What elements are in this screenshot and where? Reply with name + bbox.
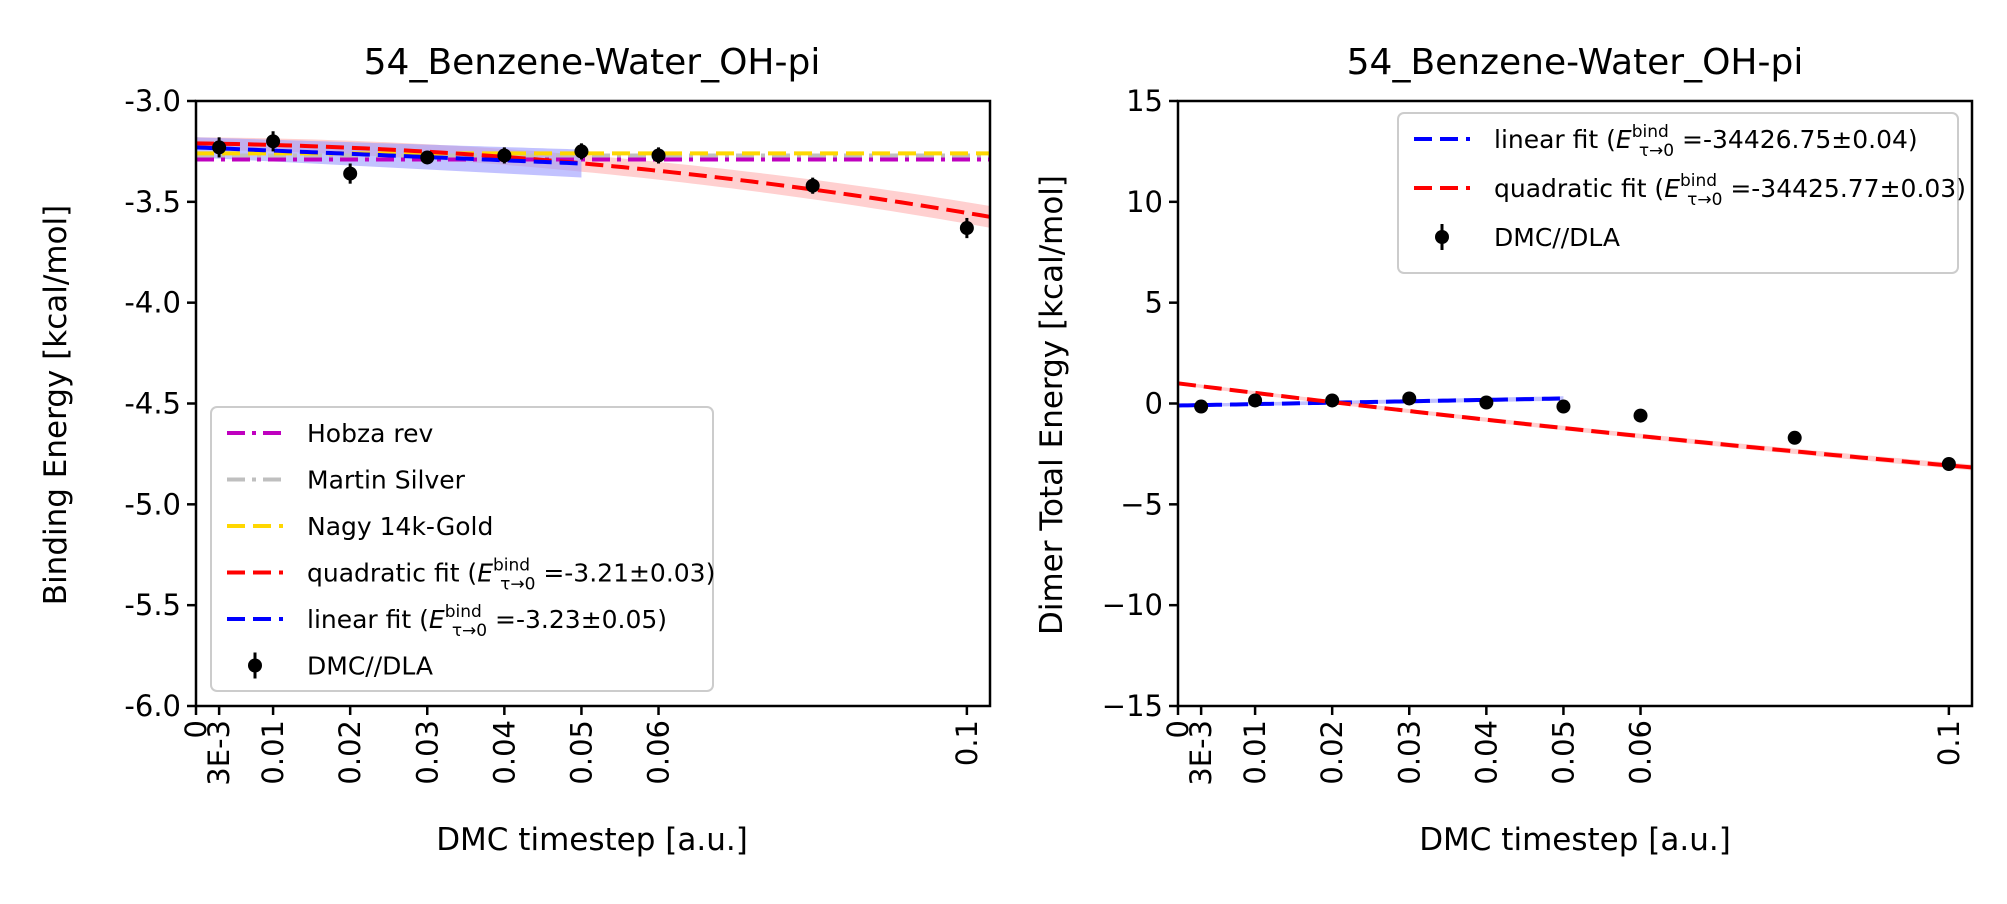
right-y-tick-label: 5	[1145, 286, 1163, 320]
left-legend-dmc-dla-label: DMC//DLA	[307, 652, 433, 681]
right-legend-linear-fit-label: linear fit (Ebind τ→0 =-34426.75±0.04)	[1494, 122, 1918, 161]
right-x-tick-label: 0.02	[1315, 720, 1349, 785]
left-x-tick-label: 0.1	[950, 720, 984, 766]
left-data-point	[420, 150, 435, 165]
right-y-tick-label: −5	[1120, 487, 1163, 521]
left-legend-quadratic-fit-label: quadratic fit (Ebind τ→0 =-3.21±0.03)	[307, 556, 715, 595]
right-linear-fit-line	[1178, 396, 1564, 408]
left-y-tick-label: -4.5	[124, 387, 181, 421]
left-data-point	[959, 221, 974, 236]
left-legend-linear-fit-label: linear fit (Ebind τ→0 =-3.23±0.05)	[307, 602, 667, 641]
right-data-point	[1325, 393, 1340, 408]
right-y-tick-label: 0	[1145, 387, 1163, 421]
right-data-point	[1941, 457, 1956, 471]
left-x-tick-label: 0.01	[256, 720, 290, 785]
right-x-tick-label: 3E-3	[1184, 720, 1218, 786]
left-x-tick-label: 0.05	[564, 720, 598, 785]
left-chart-title: 54_Benzene-Water_OH-pi	[364, 42, 821, 83]
right-y-tick-label: −15	[1102, 689, 1163, 723]
left-legend-martin-silver-label: Martin Silver	[307, 466, 466, 495]
right-x-tick-label: 0.01	[1238, 720, 1272, 785]
right-y-axis-label: Dimer Total Energy [kcal/mol]	[1034, 175, 1070, 635]
left-legend-nagy-14k-gold-label: Nagy 14k-Gold	[307, 512, 493, 541]
left-legend: Hobza rev Martin Silver Nagy 14k-Gold quadr…	[210, 406, 715, 692]
right-plot-area	[1178, 381, 1972, 471]
right-x-tick-label: 0.04	[1469, 720, 1503, 785]
left-panel: 54_Benzene-Water_OH-pi DMC timestep [a.u…	[38, 42, 992, 858]
right-legend-dmc-dla-label: DMC//DLA	[1494, 223, 1620, 252]
left-quadratic-fit-line	[196, 141, 990, 219]
right-panel: 54_Benzene-Water_OH-pi DMC timestep [a.u…	[1034, 42, 1974, 858]
left-x-tick-label: 3E-3	[202, 720, 236, 786]
left-legend-hobza-rev-label: Hobza rev	[307, 419, 433, 448]
right-x-tick-label: 0	[1161, 720, 1195, 738]
left-legend-dmc-dla-swatch-marker	[248, 658, 262, 673]
left-y-tick-label: -3.5	[124, 185, 181, 219]
left-data-point	[497, 148, 512, 163]
right-x-axis-label: DMC timestep [a.u.]	[1419, 822, 1731, 858]
left-data-point	[651, 148, 666, 163]
right-y-tick-label: 10	[1126, 185, 1163, 219]
right-data-point	[1556, 399, 1571, 414]
right-x-tick-label: 0.1	[1932, 720, 1966, 766]
left-x-tick-label: 0.04	[487, 720, 521, 785]
right-legend-dmc-dla-swatch-marker	[1435, 230, 1449, 244]
left-y-tick-label: -6.0	[124, 689, 181, 723]
right-legend-box	[1397, 112, 1959, 274]
left-y-tick-label: -5.0	[124, 487, 181, 521]
right-quadratic-fit-line	[1178, 381, 1972, 470]
left-data-point	[212, 140, 227, 155]
right-y-tick-label: −10	[1102, 588, 1163, 622]
left-plot-area	[196, 131, 990, 239]
right-data-point	[1479, 395, 1494, 410]
left-linear-fit-line	[196, 145, 582, 166]
right-x-tick-label: 0.06	[1624, 720, 1658, 785]
right-x-tick-label: 0.03	[1392, 720, 1426, 785]
right-data-point	[1787, 430, 1802, 445]
left-y-tick-label: -4.0	[124, 286, 181, 320]
right-legend-quadratic-fit-label: quadratic fit (Ebind τ→0 =-34425.77±0.03)	[1494, 171, 1966, 210]
right-chart-title: 54_Benzene-Water_OH-pi	[1347, 42, 1804, 83]
right-x-tick-label: 0.05	[1546, 720, 1580, 785]
left-data-point	[574, 144, 589, 159]
right-legend: linear fit (Ebind τ→0 =-34426.75±0.04) qua…	[1397, 112, 1966, 274]
right-y-tick-label: 15	[1126, 84, 1163, 118]
left-y-tick-label: -3.0	[124, 84, 181, 118]
left-x-tick-label: 0.02	[333, 720, 367, 785]
left-data-point	[805, 178, 820, 193]
right-data-point	[1248, 393, 1263, 408]
right-data-point	[1633, 408, 1648, 423]
left-x-tick-label: 0.06	[642, 720, 676, 785]
left-x-tick-label: 0.03	[410, 720, 444, 785]
left-legend-box	[210, 406, 714, 692]
left-x-tick-label: 0	[179, 720, 213, 738]
left-data-point	[343, 166, 358, 181]
left-x-axis-label: DMC timestep [a.u.]	[436, 822, 748, 858]
right-data-point	[1194, 399, 1209, 414]
left-data-point	[266, 134, 281, 149]
left-y-tick-label: -5.5	[124, 588, 181, 622]
left-y-axis-label: Binding Energy [kcal/mol]	[38, 205, 74, 605]
right-data-point	[1402, 391, 1417, 406]
